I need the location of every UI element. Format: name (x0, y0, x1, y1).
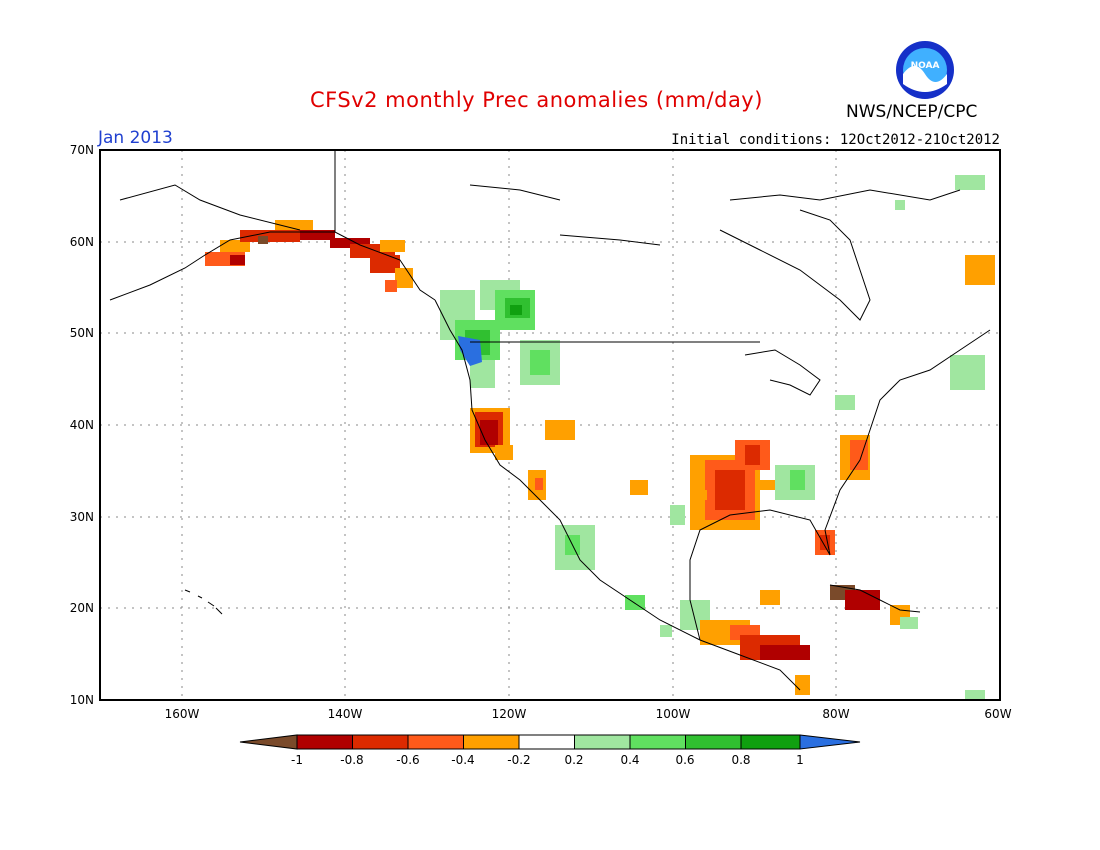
lon-label-160w: 160W (165, 707, 200, 721)
color-legend (239, 734, 861, 750)
legend-tick: -1 (291, 753, 303, 767)
lat-label-20n: 20N (70, 601, 94, 615)
legend-tick: 0.8 (731, 753, 750, 767)
lon-label-100w: 100W (656, 707, 691, 721)
coastlines (109, 150, 991, 691)
lat-label-30n: 30N (70, 510, 94, 524)
lon-label-60w: 60W (984, 707, 1011, 721)
legend-tick: -0.8 (340, 753, 363, 767)
legend-tick: 0.6 (675, 753, 694, 767)
legend-tick: -0.2 (507, 753, 530, 767)
legend-tick: 0.2 (564, 753, 583, 767)
legend-tick: 0.4 (620, 753, 639, 767)
precip-anomaly-cells (205, 175, 995, 700)
lat-label-50n: 50N (70, 326, 94, 340)
legend-tick: 1 (796, 753, 804, 767)
lon-label-80w: 80W (822, 707, 849, 721)
legend-tick: -0.6 (396, 753, 419, 767)
lon-label-140w: 140W (328, 707, 363, 721)
noaa-logo-icon: NOAA (896, 41, 954, 99)
lat-label-60n: 60N (70, 235, 94, 249)
noaa-logo-text: NOAA (911, 61, 940, 71)
map-title: CFSv2 monthly Prec anomalies (mm/day) (310, 88, 763, 112)
lat-label-10n: 10N (70, 693, 94, 707)
lon-label-120w: 120W (492, 707, 527, 721)
forecast-month: Jan 2013 (98, 128, 173, 148)
agency-label: NWS/NCEP/CPC (846, 102, 978, 122)
legend-tick: -0.4 (451, 753, 474, 767)
lat-label-70n: 70N (70, 143, 94, 157)
lat-label-40n: 40N (70, 418, 94, 432)
initial-conditions: Initial conditions: 12Oct2012-21Oct2012 (671, 132, 1000, 148)
